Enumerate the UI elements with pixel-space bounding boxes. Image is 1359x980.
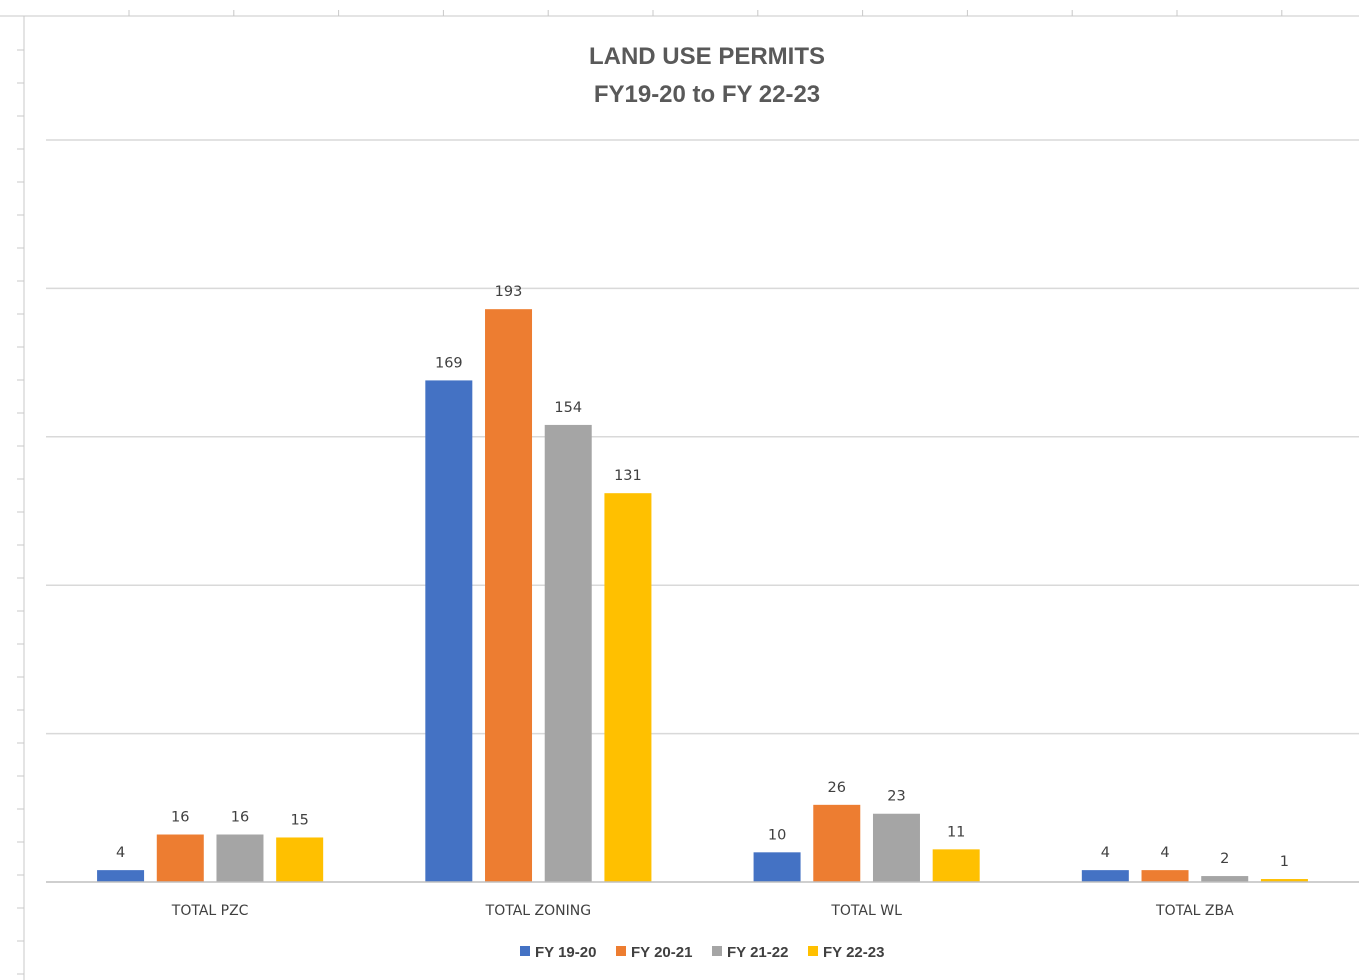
legend-swatch [712,946,722,956]
category-label: TOTAL ZONING [485,903,591,919]
data-label: 1 [1280,854,1289,870]
data-label: 4 [1101,845,1110,861]
data-label: 2 [1220,851,1229,867]
category-label: TOTAL WL [830,903,902,919]
bar-fy-20-21-3 [1141,870,1189,882]
data-label: 26 [828,780,846,796]
top-ruler-ticks [128,10,1283,16]
bar-fy-19-20-1 [425,380,473,882]
data-label: 131 [614,468,642,484]
category-labels: TOTAL PZC TOTAL ZONING TOTAL WL TOTAL ZBA [171,903,1234,919]
spreadsheet-rulers [0,10,1359,980]
legend-swatch [808,946,818,956]
data-label: 15 [290,812,308,828]
data-label: 23 [887,789,905,805]
left-ruler-ticks [17,49,24,975]
bar-fy-22-23-2 [932,849,980,882]
category-label: TOTAL ZBA [1155,903,1234,919]
bar-fy-20-21-0 [156,834,204,882]
data-label: 10 [768,827,786,843]
bar-fy-19-20-3 [1081,870,1129,882]
data-label: 16 [171,810,189,826]
bar-fy-20-21-1 [485,309,533,882]
bar-fy-22-23-1 [604,493,652,882]
data-label: 193 [495,284,523,300]
bar-fy-21-22-1 [544,424,592,882]
bar-fy-21-22-3 [1201,876,1249,882]
data-label: 4 [116,845,125,861]
legend-label: FY 22-23 [823,944,884,961]
legend-label: FY 20-21 [631,944,692,961]
legend-swatch [616,946,626,956]
data-label: 154 [554,400,582,416]
gridlines [46,139,1359,735]
bar-fy-22-23-0 [276,837,324,882]
data-label: 169 [435,355,463,371]
bar-fy-21-22-2 [872,813,920,882]
bar-fy-19-20-0 [97,870,145,882]
bar-fy-20-21-2 [813,804,861,882]
bar-fy-21-22-0 [216,834,264,882]
chart-subtitle: FY19-20 to FY 22-23 [594,81,820,108]
bar-fy-19-20-2 [753,852,801,882]
data-label: 16 [231,810,249,826]
bar-fy-22-23-3 [1260,879,1308,882]
legend-swatch [520,946,530,956]
bar-series [97,309,1308,882]
data-labels: 4 16 16 15 169 193 154 131 10 26 23 11 4 4 2 1 [116,284,1289,870]
data-label: 4 [1160,845,1169,861]
data-label: 11 [947,824,965,840]
legend-label: FY 19-20 [535,944,596,961]
category-label: TOTAL PZC [171,903,249,919]
legend-label: FY 21-22 [727,944,788,961]
legend: FY 19-20 FY 20-21 FY 21-22 FY 22-23 [520,944,884,961]
chart-title: LAND USE PERMITS [589,43,825,70]
